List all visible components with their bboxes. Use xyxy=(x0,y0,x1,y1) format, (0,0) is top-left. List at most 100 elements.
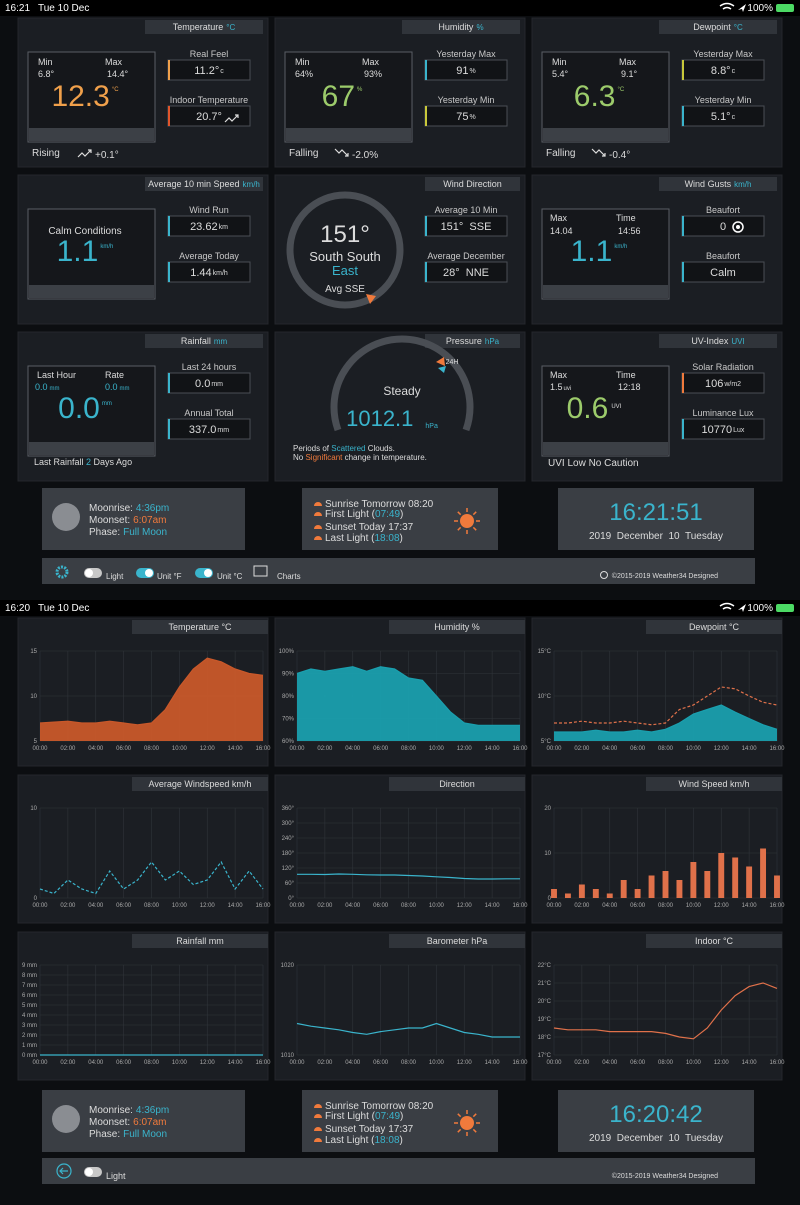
change: change in temperature. xyxy=(342,453,427,462)
x-tick-label: 16:00 xyxy=(255,1060,271,1066)
label: 06:00 xyxy=(116,903,132,909)
forecast: Periods of xyxy=(293,444,331,453)
x-tick-label: 00:00 xyxy=(289,903,305,909)
sunrise: Sunrise Tomorrow 08:20 xyxy=(325,1101,434,1112)
sun-ray xyxy=(457,1128,462,1133)
x-tick-label: 08:00 xyxy=(401,903,417,909)
panel-tab xyxy=(145,334,263,348)
bar xyxy=(676,880,683,898)
label: 08:00 xyxy=(401,903,417,909)
yticks: 15 xyxy=(30,649,37,655)
sun-ray xyxy=(472,526,477,531)
small-box-accent xyxy=(682,216,684,236)
caption: UVI Low No Caution xyxy=(548,458,639,469)
unit-c: Unit °C xyxy=(217,572,243,581)
bar xyxy=(578,884,585,898)
panel xyxy=(274,774,526,924)
text-line: Phase: Full Moon xyxy=(89,527,167,538)
label: 10:00 xyxy=(686,1060,702,1066)
x-tick-label: 04:00 xyxy=(345,1060,361,1066)
phase: Full Moon xyxy=(123,1129,167,1140)
settings-icon[interactable] xyxy=(55,565,69,579)
y-tick-label: 3 mm xyxy=(22,1023,37,1029)
value-unit: °C xyxy=(617,87,624,93)
label: 00:00 xyxy=(546,746,562,752)
text-line: Unit °C xyxy=(217,572,243,581)
label: 00:00 xyxy=(546,903,562,909)
label: 08:00 xyxy=(401,746,417,752)
battery-icon xyxy=(776,4,794,12)
box-value: 75% xyxy=(456,111,475,123)
trend: Rising xyxy=(32,148,60,159)
x-tick-label: 08:00 xyxy=(144,1060,160,1066)
last-light: Last Light ( xyxy=(325,533,375,544)
x-tick-label: 16:00 xyxy=(769,903,785,909)
yesterday-min-unit: % xyxy=(470,114,476,121)
label: 02:00 xyxy=(317,903,333,909)
label: 2 mm xyxy=(22,1033,37,1039)
label: 12:00 xyxy=(457,1060,473,1066)
label: 10:00 xyxy=(429,1060,445,1066)
label: 00:00 xyxy=(289,746,305,752)
beaufort-label: Beaufort xyxy=(706,205,741,215)
y-tick-label: 7 mm xyxy=(22,983,37,989)
x-tick-label: 06:00 xyxy=(116,903,132,909)
label: 08:00 xyxy=(144,903,160,909)
moonset-label: Moonset: xyxy=(89,1117,130,1128)
time-label: Time xyxy=(616,213,636,223)
annual-unit: mm xyxy=(217,427,229,434)
y-tick-label: 8 mm xyxy=(22,973,37,979)
title: Dewpoint °C xyxy=(689,622,740,632)
yesterday-max-label: Yesterday Max xyxy=(693,49,753,59)
text-line: Max xyxy=(105,57,123,67)
x-tick-label: 08:00 xyxy=(144,746,160,752)
box-value: 151° SSE xyxy=(441,221,492,233)
status-battery: 100% xyxy=(747,3,773,14)
value: 0.6 xyxy=(567,392,609,425)
label: 16:00 xyxy=(255,746,271,752)
text-line: Moonset: 6:07am xyxy=(89,1117,167,1128)
text-line: 1.5uvi xyxy=(550,382,571,392)
x-tick-label: 10:00 xyxy=(172,1060,188,1066)
label: 14:00 xyxy=(742,903,758,909)
panel-tab xyxy=(659,20,777,34)
moon-icon xyxy=(52,503,80,531)
bar xyxy=(774,875,780,898)
label: 16:00 xyxy=(255,903,271,909)
yticks: 20 xyxy=(544,806,551,812)
label: 00:00 xyxy=(32,903,48,909)
text-line: Rate xyxy=(105,370,124,380)
x-tick-label: 14:00 xyxy=(742,903,758,909)
time: 16:21 xyxy=(5,3,30,14)
panel-title: Direction xyxy=(439,779,475,789)
x-tick-label: 00:00 xyxy=(546,903,562,909)
status-bar xyxy=(0,0,800,16)
time: 14:56 xyxy=(618,226,641,236)
small-box-accent xyxy=(168,373,170,393)
x-tick-label: 08:00 xyxy=(401,746,417,752)
min: 64% xyxy=(295,69,313,79)
y-tick-label: 19°C xyxy=(538,1017,552,1023)
text-line: 64% xyxy=(295,69,313,79)
label: 120° xyxy=(282,866,295,872)
text-line: 24H xyxy=(446,359,459,366)
text-line: Time xyxy=(616,213,636,223)
moonrise-label: Moonrise: xyxy=(89,1105,133,1116)
bar xyxy=(704,871,711,898)
text-line: ©2015-2019 Weather34 Designed xyxy=(612,1172,718,1180)
y-tick-label: 80% xyxy=(282,694,295,700)
small-box-accent xyxy=(168,419,170,439)
text-line: 0.0 mm xyxy=(105,382,130,392)
small-box-accent xyxy=(682,419,684,439)
text-line: 6.8° xyxy=(38,69,55,79)
small-box-accent xyxy=(682,262,684,282)
label: 7 mm xyxy=(22,983,37,989)
back-button[interactable] xyxy=(56,1163,72,1179)
label: 14:00 xyxy=(742,746,758,752)
copyright-icon xyxy=(600,571,608,579)
date: 2019 December 10 Tuesday xyxy=(589,1133,723,1144)
y-tick-label: 18°C xyxy=(538,1035,552,1041)
value-box xyxy=(541,365,670,457)
label: 16:00 xyxy=(512,1060,528,1066)
label: 00:00 xyxy=(546,1060,562,1066)
